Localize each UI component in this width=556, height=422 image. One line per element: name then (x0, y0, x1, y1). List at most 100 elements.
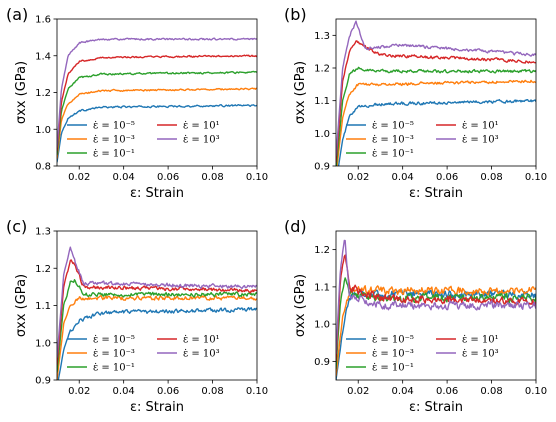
legend-label: ε̇ = 10³ (462, 135, 499, 146)
legend-label: ε̇ = 10¹ (183, 335, 220, 346)
x-tick-label: 0.08 (201, 172, 223, 183)
x-axis-label: ε: Strain (409, 186, 463, 201)
x-axis-label: ε: Strain (409, 400, 463, 415)
y-tick-label: 1.0 (35, 338, 51, 349)
x-tick-label: 0.02 (68, 172, 90, 183)
legend: ε̇ = 10⁻⁵ ε̇ = 10⁻³ ε̇ = 10⁻¹ ε̇ = 10¹ ε̇ = … (346, 121, 499, 160)
y-tick-label: 0.9 (314, 357, 330, 368)
x-tick-label: 0.08 (201, 386, 223, 397)
y-tick-label: 1.0 (314, 129, 330, 140)
legend-label: ε̇ = 10⁻³ (372, 349, 414, 360)
panel-label: (a) (6, 5, 28, 24)
y-axis-label: σxx (GPa) (14, 61, 29, 124)
x-tick-label: 0.08 (480, 386, 502, 397)
x-tick-label: 0.04 (113, 386, 135, 397)
legend-label: ε̇ = 10⁻¹ (93, 363, 135, 374)
panel-label: (d) (284, 217, 307, 236)
y-axis-label: σxx (GPa) (14, 274, 29, 337)
x-tick-label: 0.06 (436, 386, 458, 397)
legend-label: ε̇ = 10¹ (183, 121, 220, 132)
x-tick-label: 0.02 (347, 172, 369, 183)
legend-label: ε̇ = 10¹ (462, 121, 499, 132)
series-line-2 (57, 294, 257, 380)
series-line-4 (57, 259, 257, 366)
legend-label: ε̇ = 10⁻⁵ (93, 121, 135, 132)
axes-frame (335, 18, 537, 167)
y-tick-label: 1.1 (314, 282, 330, 293)
series-line-5 (336, 20, 536, 157)
y-axis-label: σxx (GPa) (293, 61, 308, 124)
series-line-2 (336, 285, 536, 377)
legend-label: ε̇ = 10⁻¹ (93, 149, 135, 160)
y-tick-label: 0.8 (35, 162, 51, 173)
legend-label: ε̇ = 10⁻³ (93, 349, 135, 360)
series-line-5 (57, 37, 257, 148)
series-lines (336, 239, 536, 380)
series-line-2 (57, 87, 257, 159)
legend-label: ε̇ = 10⁻³ (372, 135, 414, 146)
y-tick-label: 1.3 (314, 31, 330, 42)
y-tick-label: 1.3 (35, 227, 51, 238)
series-line-3 (336, 66, 536, 166)
legend-label: ε̇ = 10³ (183, 135, 220, 146)
x-tick-label: 0.10 (525, 172, 547, 183)
y-axis-label: σxx (GPa) (293, 274, 308, 337)
axes-frame (335, 230, 537, 381)
series-line-1 (337, 98, 536, 166)
legend-label: ε̇ = 10¹ (462, 335, 499, 346)
series-line-4 (57, 54, 257, 152)
y-tick-label: 1.0 (314, 320, 330, 331)
panel-a: 0.02 0.04 0.06 0.08 0.10 0.8 1.0 1.2 1.4 1.6 ε: St… (6, 5, 268, 201)
legend: ε̇ = 10⁻⁵ ε̇ = 10⁻³ ε̇ = 10⁻¹ ε̇ = 10¹ ε̇ = … (346, 335, 499, 374)
x-tick-label: 0.10 (246, 386, 268, 397)
legend-label: ε̇ = 10⁻⁵ (93, 335, 135, 346)
series-lines (57, 37, 257, 163)
panel-label: (c) (6, 217, 27, 236)
series-line-5 (57, 246, 257, 358)
legend-label: ε̇ = 10⁻¹ (372, 149, 414, 160)
y-tick-label: 1.2 (314, 245, 330, 256)
panel-b: 0.02 0.04 0.06 0.08 0.10 0.9 1.0 1.1 1.2 1.3 ε: St… (284, 5, 547, 201)
legend: ε̇ = 10⁻⁵ ε̇ = 10⁻³ ε̇ = 10⁻¹ ε̇ = 10¹ ε̇ = … (67, 335, 220, 374)
y-tick-label: 1.1 (314, 96, 330, 107)
series-line-2 (336, 79, 536, 166)
x-tick-label: 0.06 (157, 386, 179, 397)
legend: ε̇ = 10⁻⁵ ε̇ = 10⁻³ ε̇ = 10⁻¹ ε̇ = 10¹ ε̇ = … (67, 121, 220, 160)
series-line-4 (336, 254, 536, 362)
y-tick-label: 1.4 (35, 51, 51, 62)
y-tick-label: 1.0 (35, 125, 51, 136)
legend-label: ε̇ = 10³ (462, 349, 499, 360)
x-tick-label: 0.02 (68, 386, 90, 397)
x-axis-label: ε: Strain (130, 186, 184, 201)
y-tick-label: 0.9 (314, 162, 330, 173)
x-tick-label: 0.02 (347, 386, 369, 397)
series-lines (336, 20, 536, 166)
panel-d: 0.02 0.04 0.06 0.08 0.10 0.9 1.0 1.1 1.2 ε: Strai… (284, 217, 547, 415)
legend-label: ε̇ = 10³ (183, 349, 220, 360)
panel-c: 0.02 0.04 0.06 0.08 0.10 0.9 1.0 1.1 1.2 1.3 ε: St… (6, 217, 268, 415)
legend-label: ε̇ = 10⁻⁵ (372, 121, 414, 132)
y-tick-label: 1.2 (35, 264, 51, 275)
legend-label: ε̇ = 10⁻³ (93, 135, 135, 146)
series-line-5 (336, 239, 536, 354)
y-tick-label: 1.2 (35, 88, 51, 99)
axes-frame (56, 230, 258, 381)
y-tick-label: 1.6 (35, 15, 51, 26)
y-tick-label: 1.2 (314, 64, 330, 75)
x-tick-label: 0.04 (392, 386, 414, 397)
x-tick-label: 0.04 (113, 172, 135, 183)
legend-label: ε̇ = 10⁻¹ (372, 363, 414, 374)
x-tick-label: 0.06 (436, 172, 458, 183)
series-line-3 (57, 70, 257, 156)
x-tick-label: 0.10 (246, 172, 268, 183)
x-tick-label: 0.10 (525, 386, 547, 397)
series-line-3 (57, 279, 257, 373)
series-line-4 (336, 40, 536, 163)
panel-label: (b) (284, 5, 307, 24)
x-tick-label: 0.04 (392, 172, 414, 183)
x-axis-label: ε: Strain (130, 400, 184, 415)
series-line-1 (57, 306, 257, 380)
series-lines (57, 246, 257, 380)
x-tick-label: 0.06 (157, 172, 179, 183)
